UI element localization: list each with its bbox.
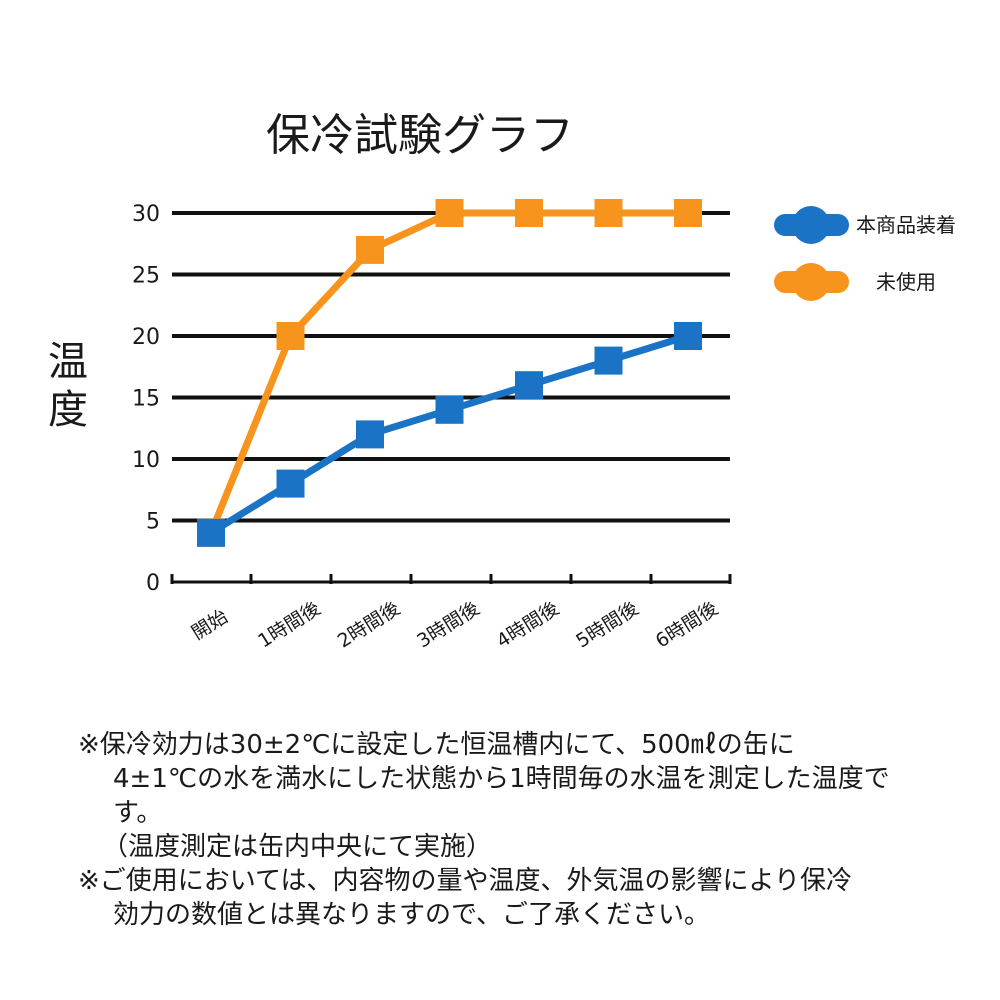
note-line-1: ※保冷効力は30±2℃に設定した恒温槽内にて、500㎖の缶に: [78, 730, 795, 760]
series-0: [197, 322, 702, 547]
y-tick-labels: 0 5 10 15 20 25 30: [132, 202, 160, 596]
x-tick-labels: 開始 1時間後 2時間後 3時間後 4時間後 5時間後 6時間後: [188, 597, 722, 652]
notes: ※保冷効力は30±2℃に設定した恒温槽内にて、500㎖の缶に 4±1℃の水を満水…: [78, 728, 978, 932]
y-tick-label: 20: [132, 325, 160, 350]
data-point-marker: [674, 199, 702, 227]
x-tick-label: 開始: [188, 606, 232, 645]
cooling-test-chart: 保冷試験グラフ 温度 0 5 10 15 20 25 30 開始 1時間後 2時間後 3時間後 4時…: [48, 110, 956, 653]
legend-item: 未使用: [774, 263, 936, 301]
grid-lines: [172, 211, 730, 523]
legend-marker: [792, 263, 830, 301]
note-line-3: す。: [113, 798, 163, 828]
data-point-marker: [515, 371, 543, 400]
y-tick-label: 15: [132, 387, 160, 412]
data-point-marker: [594, 199, 623, 227]
data-point-marker: [515, 199, 543, 227]
y-tick-label: 0: [146, 571, 160, 596]
y-tick-label: 30: [132, 202, 160, 227]
note-line-4: （温度測定は缶内中央にて実施）: [102, 832, 493, 862]
note-line-5: ※ご使用においては、内容物の量や温度、外気温の影響により保冷: [78, 866, 852, 896]
data-point-marker: [435, 395, 464, 424]
y-tick-label: 5: [146, 510, 160, 535]
note-line-6: 効力の数値とは異なりますので、ご了承ください。: [113, 900, 710, 930]
note-line-2: 4±1℃の水を満水にした状態から1時間毎の水温を測定した温度で: [113, 764, 890, 794]
series-lines: [197, 199, 702, 547]
y-tick-label: 10: [132, 448, 160, 473]
chart-title: 保冷試験グラフ: [266, 110, 574, 161]
data-point-marker: [674, 322, 702, 350]
data-point-marker: [356, 235, 384, 264]
data-point-marker: [276, 322, 305, 350]
y-axis-label: 温度: [48, 339, 88, 433]
x-tick-label: 3時間後: [413, 597, 483, 652]
x-tick-label: 6時間後: [652, 597, 722, 652]
x-tick-label: 4時間後: [493, 597, 563, 652]
data-point-marker: [356, 420, 384, 449]
legend-item: 本商品装着: [774, 206, 956, 244]
y-tick-label: 25: [132, 264, 160, 289]
legend-marker: [792, 206, 830, 244]
data-point-marker: [197, 518, 225, 547]
data-point-marker: [435, 199, 464, 227]
x-tick-label: 2時間後: [334, 597, 404, 652]
x-axis: [170, 574, 732, 584]
x-tick-label: 5時間後: [572, 597, 642, 652]
x-tick-label: 1時間後: [254, 597, 324, 652]
legend-label: 未使用: [876, 270, 936, 294]
data-point-marker: [594, 346, 623, 375]
data-point-marker: [276, 469, 305, 498]
legend-label: 本商品装着: [856, 213, 956, 237]
